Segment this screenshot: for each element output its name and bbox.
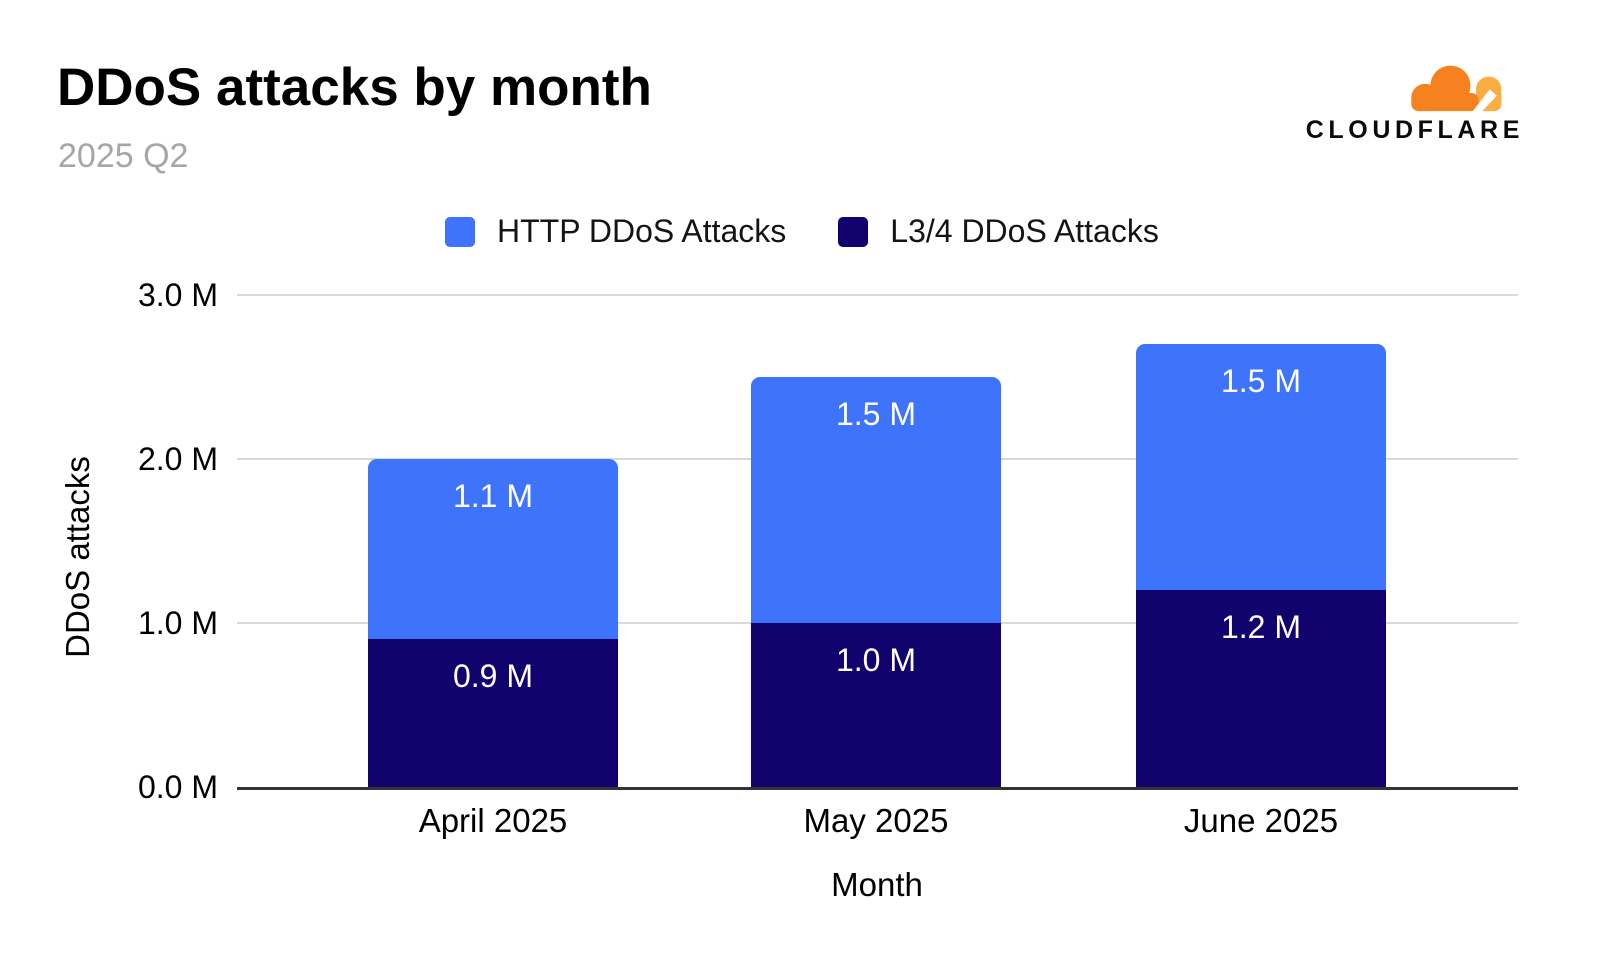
x-axis-line bbox=[237, 787, 1518, 790]
bar-value-label: 1.0 M bbox=[835, 642, 917, 678]
cloudflare-wordmark: CLOUDFLARE bbox=[1305, 116, 1524, 144]
segment-http-ddos: 1.5 M bbox=[1136, 344, 1386, 590]
y-axis-tick-label: 0.0 M bbox=[137, 769, 218, 805]
x-axis-tick-label: May 2025 bbox=[803, 802, 949, 839]
cloud-main-part bbox=[1411, 65, 1479, 112]
y-axis-tick-label: 1.0 M bbox=[137, 605, 218, 641]
bar-value-label: 1.5 M bbox=[835, 396, 917, 432]
chart-title: DDoS attacks by month bbox=[57, 58, 652, 117]
segment-l34-ddos: 1.2 M bbox=[1136, 590, 1386, 787]
legend-swatch bbox=[838, 216, 869, 247]
segment-l34-ddos: 0.9 M bbox=[368, 639, 618, 787]
bar-april-2025: 1.1 M 0.9 M bbox=[368, 459, 618, 787]
cloudflare-logo: CLOUDFLARE bbox=[1280, 58, 1525, 150]
y-axis-title: DDoS attacks bbox=[59, 456, 96, 658]
legend-item-l34-ddos: L3/4 DDoS Attacks bbox=[838, 213, 1159, 250]
bar-value-label: 1.5 M bbox=[1220, 363, 1302, 399]
y-axis-tick-label: 3.0 M bbox=[137, 277, 218, 313]
chart-subtitle: 2025 Q2 bbox=[58, 137, 189, 175]
segment-http-ddos: 1.1 M bbox=[368, 459, 618, 639]
bar-value-label: 1.2 M bbox=[1220, 609, 1302, 645]
legend-label: L3/4 DDoS Attacks bbox=[890, 213, 1159, 249]
cloudflare-cloud-icon bbox=[1411, 65, 1502, 113]
x-axis-title: Month bbox=[831, 866, 923, 903]
gridline bbox=[237, 294, 1518, 296]
legend-label: HTTP DDoS Attacks bbox=[497, 213, 787, 249]
bar-value-label: 0.9 M bbox=[452, 658, 534, 694]
segment-l34-ddos: 1.0 M bbox=[751, 623, 1001, 787]
legend: HTTP DDoS Attacks L3/4 DDoS Attacks bbox=[445, 213, 1159, 250]
segment-http-ddos: 1.5 M bbox=[751, 377, 1001, 623]
x-axis-tick-label: June 2025 bbox=[1183, 802, 1339, 839]
bar-may-2025: 1.5 M 1.0 M bbox=[751, 377, 1001, 787]
bar-value-label: 1.1 M bbox=[452, 478, 534, 514]
y-axis-tick-label: 2.0 M bbox=[137, 441, 218, 477]
bar-june-2025: 1.5 M 1.2 M bbox=[1136, 344, 1386, 787]
legend-item-http-ddos: HTTP DDoS Attacks bbox=[445, 213, 786, 250]
x-axis-tick-label: April 2025 bbox=[418, 802, 568, 839]
legend-swatch bbox=[445, 216, 475, 247]
cloud-flare-slash bbox=[1471, 89, 1497, 113]
